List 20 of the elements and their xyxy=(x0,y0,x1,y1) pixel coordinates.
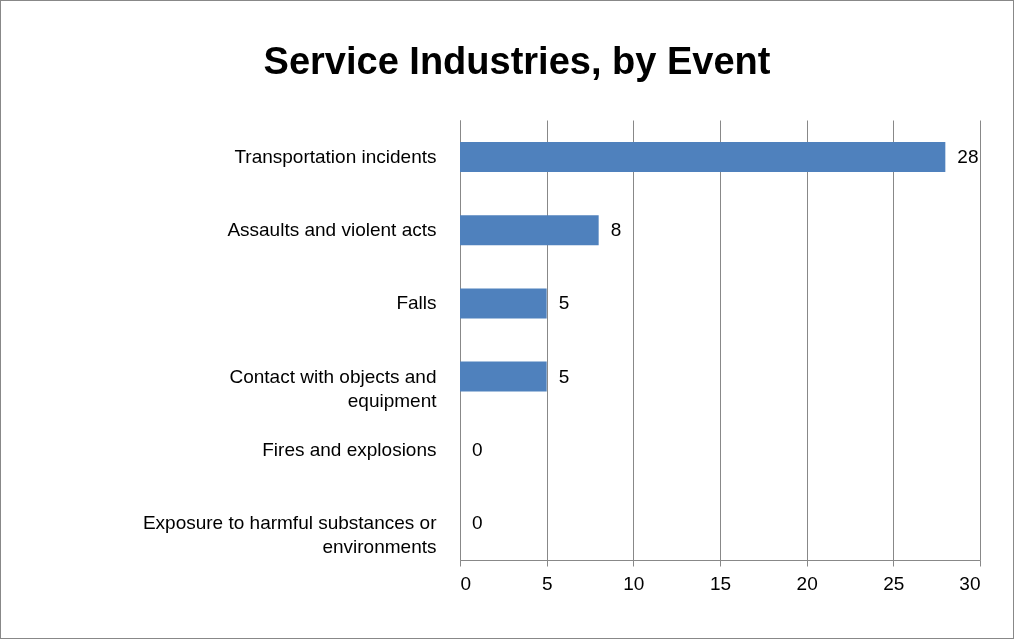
data-label: 5 xyxy=(558,292,570,314)
x-tick-label: 25 xyxy=(883,572,905,594)
data-label: 0 xyxy=(472,512,483,534)
chart-title: Service Industries, by Event xyxy=(263,40,771,82)
x-tick-label: 20 xyxy=(796,572,818,594)
x-tick-label: 5 xyxy=(541,572,553,594)
y-tick-label: Exposure to harmful substances or environments xyxy=(142,512,438,558)
x-tick-label: 30 xyxy=(959,572,981,594)
y-tick-label: Assaults and violent acts xyxy=(227,219,437,241)
data-label: 5 xyxy=(558,365,570,387)
y-tick-label: Contact with objects and equipment xyxy=(229,365,438,411)
y-tick-label: Fires and explosions xyxy=(262,438,437,460)
data-label: 28 xyxy=(957,145,979,167)
x-tick-label: 10 xyxy=(623,572,645,594)
x-tick-label: 15 xyxy=(709,572,732,594)
y-tick-label: Transportation incidents xyxy=(234,145,437,167)
y-tick-label: Falls xyxy=(396,292,437,314)
data-label: 8 xyxy=(610,219,622,241)
data-label: 0 xyxy=(472,438,483,460)
x-tick-label: 0 xyxy=(460,572,472,594)
